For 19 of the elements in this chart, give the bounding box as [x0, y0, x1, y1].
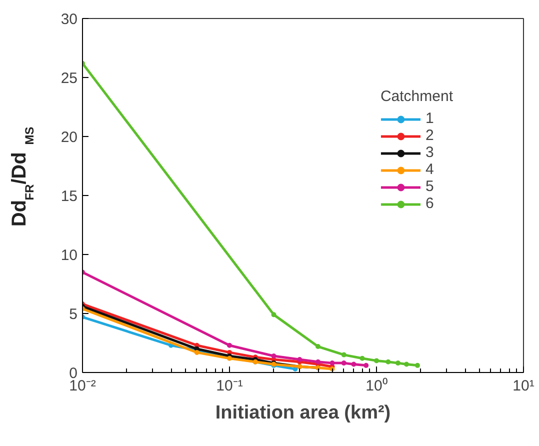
y-tick-label: 30 [60, 11, 78, 28]
y-axis-title: DdFR/DdMS [8, 126, 36, 227]
x-tick-label: 10⁰ [366, 378, 388, 394]
y-tick-label: 20 [60, 129, 78, 146]
x-tick-label: 10⁻² [69, 378, 96, 394]
y-tick-label: 15 [60, 188, 78, 205]
x-tick-label: 10¹ [512, 378, 534, 394]
x-axis-title: Initiation area (km²) [215, 402, 391, 424]
legend-label: 4 [425, 161, 435, 178]
x-tick-label: 10⁻¹ [216, 378, 243, 394]
legend-label: 2 [425, 127, 435, 144]
y-tick-label: 10 [60, 247, 78, 264]
legend-label: 6 [425, 195, 435, 212]
legend-label: 5 [425, 178, 435, 195]
y-tick-label: 25 [60, 70, 78, 87]
legend-label: 3 [425, 144, 435, 161]
legend-title: Catchment [380, 88, 453, 105]
y-tick-label: 5 [69, 306, 78, 323]
legend-label: 1 [425, 110, 435, 127]
